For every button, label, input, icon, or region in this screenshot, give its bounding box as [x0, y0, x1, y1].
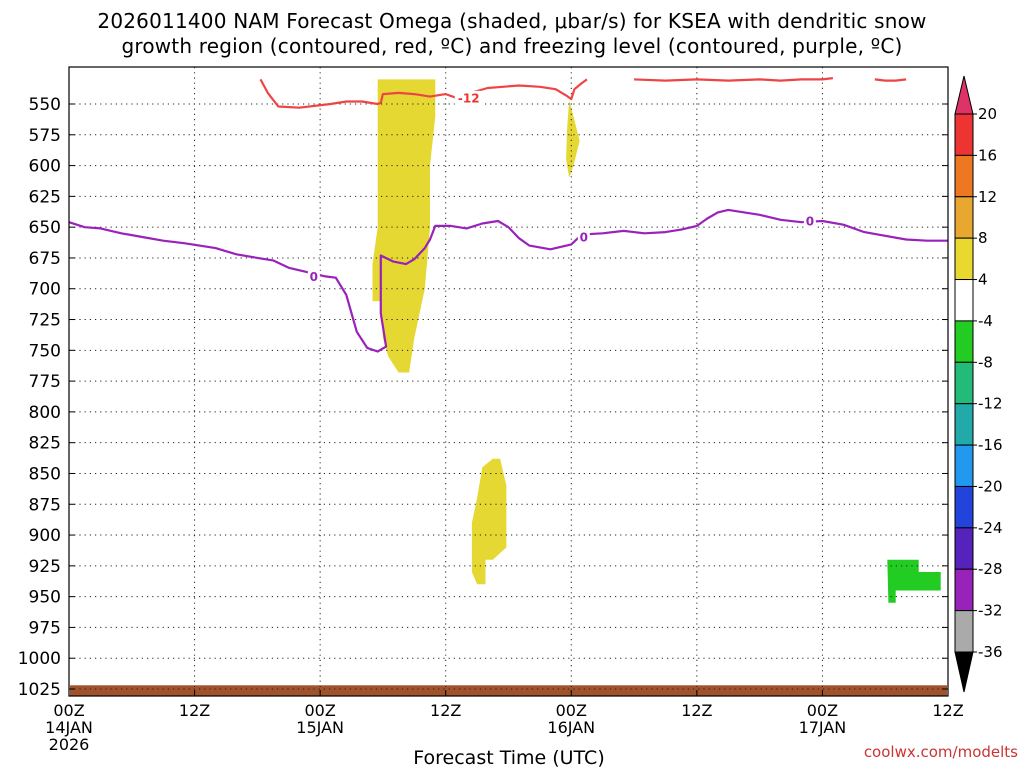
y-tick-label-575: 575: [29, 126, 61, 146]
positive-omega-low-blob: [471, 458, 507, 585]
plot-frame: [68, 66, 949, 697]
contour-label-1: 0: [310, 270, 318, 284]
y-tick-label-725: 725: [29, 311, 61, 331]
chart-title-line-1: 2026011400 NAM Forecast Omega (shaded, μ…: [97, 9, 927, 33]
y-tick-label-650: 650: [29, 218, 61, 238]
y-tick-label-600: 600: [29, 157, 61, 177]
colorbar-label-10: -24: [978, 519, 1003, 537]
colorbar-segment-10: [954, 527, 974, 570]
contour-label-layer: -12 0 0 0: [307, 90, 816, 284]
x-tick-label-h72-2: 17JAN: [799, 718, 847, 737]
contour-layer: [68, 77, 948, 353]
contour-label-0: -12: [458, 91, 480, 105]
dendritic-growth-top-contour: [259, 78, 588, 109]
y-tick-label-850: 850: [29, 464, 61, 484]
colorbar-top-arrow: [954, 75, 974, 115]
colorbar-segment-0: [954, 113, 974, 156]
colorbar-label-0: 20: [978, 105, 997, 123]
y-tick-label-625: 625: [29, 187, 61, 207]
y-tick-label-700: 700: [29, 280, 61, 300]
colorbar-segment-4: [954, 279, 974, 322]
x-axis-title: Forecast Time (UTC): [413, 747, 604, 768]
colorbar-segment-2: [954, 196, 974, 239]
colorbar-label-11: -28: [978, 560, 1003, 578]
x-tick-label-h24-2: 15JAN: [296, 718, 344, 737]
colorbar-label-1: 16: [978, 146, 997, 164]
contour-label-bg-1: [307, 269, 320, 284]
colorbar: 20 16 12 8 4 -4 -8 -12 -16 -20 -24 -28 -32 -36: [954, 75, 1003, 693]
colorbar-label-8: -16: [978, 436, 1003, 454]
colorbar-label-2: 12: [978, 188, 997, 206]
x-tick-label-h0-3: 2026: [49, 735, 90, 754]
y-tick-label-825: 825: [29, 434, 61, 454]
grid-layer: [69, 67, 948, 696]
y-tick-label-675: 675: [29, 249, 61, 269]
dendritic-growth-top-far-east-contour: [874, 78, 907, 82]
colorbar-segment-3: [954, 237, 974, 281]
x-tick-label-h60-1: 12Z: [681, 701, 712, 720]
colorbar-segment-12: [954, 610, 974, 653]
colorbar-label-6: -8: [978, 353, 993, 371]
surface-terrain-layer: [70, 685, 947, 696]
x-tick-label-h48-1: 00Z: [556, 701, 587, 720]
colorbar-label-9: -20: [978, 477, 1003, 495]
colorbar-segment-7: [954, 403, 974, 446]
y-tick-label-875: 875: [29, 495, 61, 515]
y-tick-label-800: 800: [29, 403, 61, 423]
y-tick-label-900: 900: [29, 526, 61, 546]
colorbar-bottom-arrow: [954, 651, 974, 693]
contour-label-3: 0: [806, 215, 814, 229]
x-tick-label-h84-1: 12Z: [932, 701, 963, 720]
x-tick-label-h72-1: 00Z: [807, 701, 838, 720]
y-tick-label-1000: 1000: [18, 649, 61, 669]
freezing-level-contour: [68, 208, 948, 353]
colorbar-label-4: 4: [978, 271, 988, 289]
x-tick-label-h36-1: 12Z: [430, 701, 461, 720]
x-tick-label-h0-2: 14JAN: [45, 718, 93, 737]
negative-omega-low-blob: [887, 559, 941, 603]
contour-label-2: 0: [580, 231, 588, 245]
contour-label-bg-3: [803, 214, 816, 228]
credit-text[interactable]: coolwx.com/modelts: [864, 743, 1018, 761]
y-tick-label-925: 925: [29, 557, 61, 577]
dendritic-growth-top-east-contour: [634, 77, 834, 82]
pressure-axis: 550 575 600 625 650 675 700 725 750 775 800 825 850 8…: [18, 95, 948, 700]
colorbar-label-13: -36: [978, 643, 1003, 661]
colorbar-segment-8: [954, 444, 974, 487]
colorbar-segment-11: [954, 568, 974, 612]
colorbar-label-3: 8: [978, 229, 988, 247]
chart-title-line-2: growth region (contoured, red, ºC) and f…: [121, 34, 903, 58]
positive-omega-tall-column: [372, 79, 436, 373]
y-tick-label-750: 750: [29, 341, 61, 361]
y-tick-label-550: 550: [29, 95, 61, 115]
colorbar-segment-5: [954, 320, 974, 363]
y-tick-label-1025: 1025: [18, 680, 61, 700]
y-tick-label-975: 975: [29, 618, 61, 638]
colorbar-label-12: -32: [978, 602, 1003, 620]
colorbar-label-5: -4: [978, 312, 993, 330]
colorbar-segment-6: [954, 361, 974, 405]
x-tick-label-h12-1: 12Z: [179, 701, 210, 720]
x-tick-label-h24-1: 00Z: [304, 701, 335, 720]
y-tick-label-775: 775: [29, 372, 61, 392]
omega-shading-layer: [372, 79, 941, 603]
x-tick-label-h48-2: 16JAN: [547, 718, 595, 737]
contour-label-bg-2: [577, 230, 590, 245]
surface-terrain-band: [70, 685, 947, 696]
colorbar-segment-9: [954, 485, 974, 529]
colorbar-segment-1: [954, 154, 974, 198]
y-tick-label-950: 950: [29, 588, 61, 608]
positive-omega-sliver: [566, 100, 580, 178]
colorbar-label-7: -12: [978, 395, 1003, 413]
contour-label-bg-0: [454, 90, 483, 105]
x-tick-label-h0-1: 00Z: [53, 701, 84, 720]
